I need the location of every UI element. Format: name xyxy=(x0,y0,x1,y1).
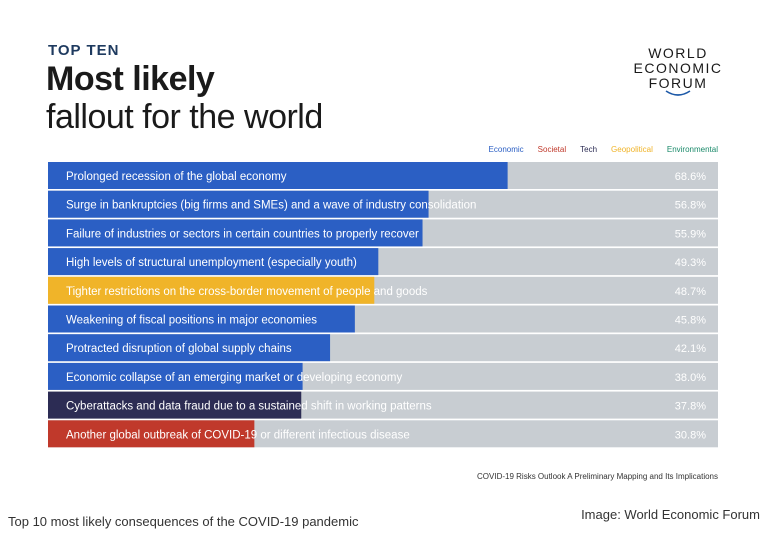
kicker-label: TOP TEN xyxy=(48,42,120,59)
bar xyxy=(48,248,379,276)
title-line-1: Most likely xyxy=(46,60,215,98)
logo-line-3: FORUM xyxy=(648,75,708,91)
image-caption: Top 10 most likely consequences of the C… xyxy=(8,514,359,529)
bar-row: High levels of structural unemployment (… xyxy=(48,248,718,276)
bar xyxy=(48,391,302,419)
legend-economic: Economic xyxy=(488,145,524,154)
logo-line-2: ECONOMIC xyxy=(633,60,723,76)
bar-row: Failure of industries or sectors in cert… xyxy=(48,219,718,247)
logo-line-1: WORLD xyxy=(648,45,708,61)
chart-legend: Economic Societal Tech Geopolitical Envi… xyxy=(489,145,718,154)
bar-category-label: Surge in bankruptcies (big firms and SME… xyxy=(66,200,476,212)
bar-category-label: High levels of structural unemployment (… xyxy=(66,257,357,269)
bar-row: Weakening of fiscal positions in major e… xyxy=(48,305,718,333)
bar-category-label: Tighter restrictions on the cross-border… xyxy=(66,286,428,298)
source-note: COVID-19 Risks Outlook A Preliminary Map… xyxy=(477,472,718,481)
legend-tech: Tech xyxy=(580,145,598,154)
infographic-card: TOP TEN Most likely fallout for the worl… xyxy=(30,28,750,500)
bar xyxy=(48,219,423,247)
bar xyxy=(48,162,508,189)
bar-row: Surge in bankruptcies (big firms and SME… xyxy=(48,190,718,218)
bar xyxy=(48,362,303,390)
bar-chart-svg: Prolonged recession of the global econom… xyxy=(48,162,718,448)
bar-category-label: Prolonged recession of the global econom… xyxy=(66,171,287,183)
bar-value-label: 30.8% xyxy=(675,429,706,441)
bar xyxy=(48,420,255,448)
bar-row: Economic collapse of an emerging market … xyxy=(48,362,718,390)
bar-value-label: 37.8% xyxy=(675,401,706,413)
legend-environmental: Environmental xyxy=(666,145,718,154)
bar-category-label: Cyberattacks and data fraud due to a sus… xyxy=(66,401,432,413)
bar xyxy=(48,190,429,218)
bar-row: Prolonged recession of the global econom… xyxy=(48,162,718,189)
bar-value-label: 38.0% xyxy=(675,372,706,384)
wef-logo: WORLD ECONOMIC FORUM xyxy=(628,46,728,99)
title-line-2: fallout for the world xyxy=(46,98,323,136)
legend-societal: Societal xyxy=(537,145,567,154)
bar xyxy=(48,334,331,362)
bar-chart: Prolonged recession of the global econom… xyxy=(48,162,718,449)
bar-row: Another global outbreak of COVID-19 or d… xyxy=(48,420,718,448)
logo-arc-icon xyxy=(665,90,691,96)
bar-value-label: 45.8% xyxy=(675,315,706,327)
bar-value-label: 56.8% xyxy=(675,200,706,212)
bar xyxy=(48,305,355,333)
bar-value-label: 68.6% xyxy=(675,171,706,183)
legend-geopolitical: Geopolitical xyxy=(611,145,653,154)
bar-category-label: Another global outbreak of COVID-19 or d… xyxy=(66,429,410,441)
bar-value-label: 55.9% xyxy=(675,228,706,240)
bar-value-label: 48.7% xyxy=(675,286,706,298)
bar xyxy=(48,276,375,304)
bar-category-label: Protracted disruption of global supply c… xyxy=(66,343,292,355)
bar-row: Protracted disruption of global supply c… xyxy=(48,334,718,362)
bar-category-label: Failure of industries or sectors in cert… xyxy=(66,228,419,240)
bar-row: Tighter restrictions on the cross-border… xyxy=(48,276,718,304)
image-credit: Image: World Economic Forum xyxy=(581,507,760,522)
bar-row: Cyberattacks and data fraud due to a sus… xyxy=(48,391,718,419)
bar-value-label: 42.1% xyxy=(675,343,706,355)
bar-category-label: Weakening of fiscal positions in major e… xyxy=(66,315,317,327)
bar-value-label: 49.3% xyxy=(675,257,706,269)
bar-category-label: Economic collapse of an emerging market … xyxy=(66,372,402,384)
